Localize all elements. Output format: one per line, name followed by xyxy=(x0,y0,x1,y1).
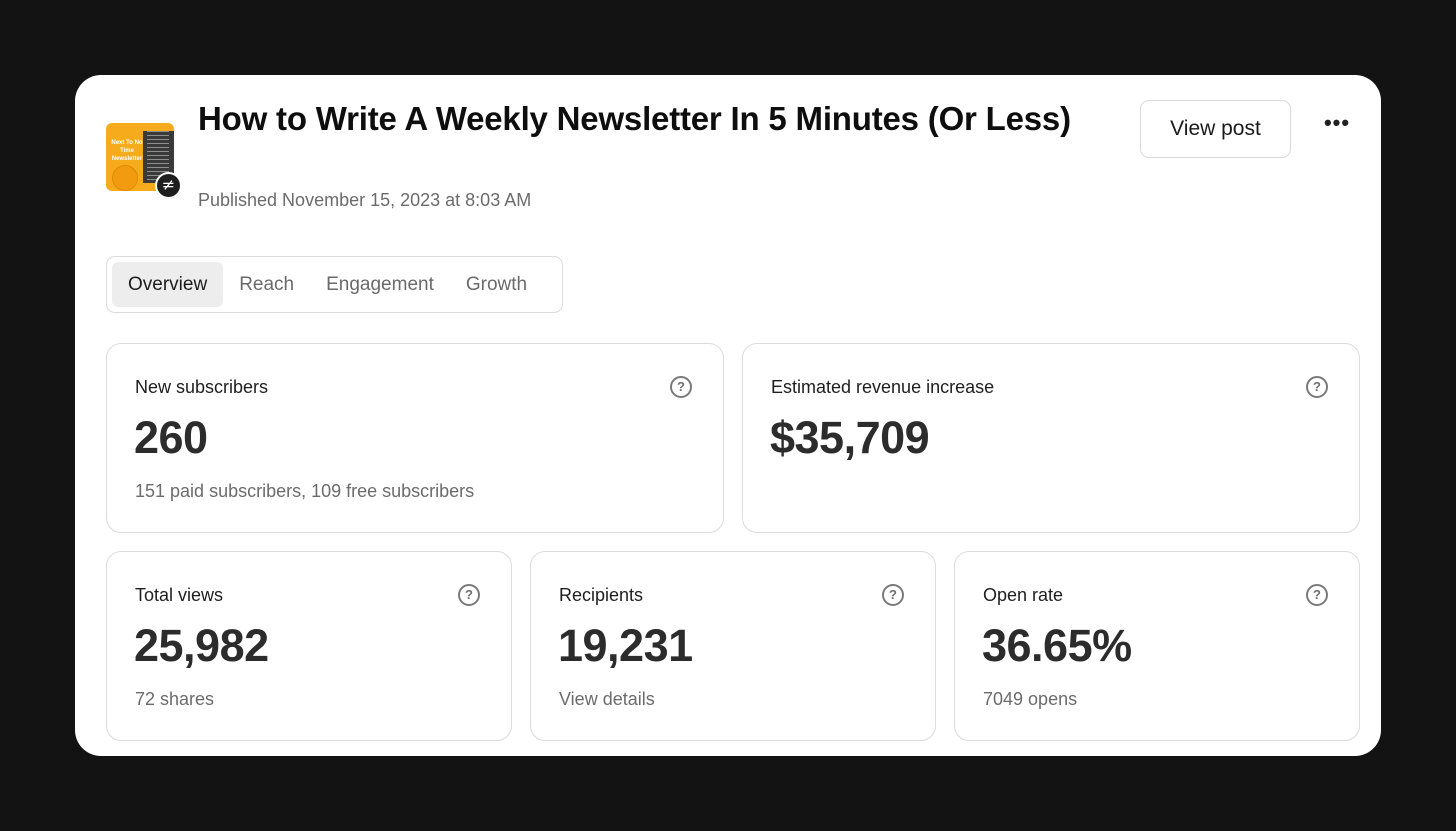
view-post-button[interactable]: View post xyxy=(1140,100,1291,158)
stat-subtext: 151 paid subscribers, 109 free subscribe… xyxy=(135,481,475,501)
help-icon[interactable]: ? xyxy=(458,584,480,606)
stats-tabs: Overview Reach Engagement Growth xyxy=(106,256,563,313)
thumbnail-document-image xyxy=(143,131,174,183)
stat-label: Estimated revenue increase xyxy=(771,377,995,397)
stat-value: 19,231 xyxy=(558,620,693,671)
recipients-card: Recipients ? 19,231 View details xyxy=(530,551,936,741)
stat-value: 25,982 xyxy=(134,620,269,671)
tab-growth[interactable]: Growth xyxy=(465,274,528,295)
view-details-link[interactable]: View details xyxy=(559,689,655,709)
help-icon[interactable]: ? xyxy=(670,376,692,398)
not-equal-icon: ≠ xyxy=(155,172,182,199)
new-subscribers-card: New subscribers ? 260 151 paid subscribe… xyxy=(106,343,724,533)
stat-value: $35,709 xyxy=(770,412,930,463)
help-icon[interactable]: ? xyxy=(882,584,904,606)
stat-subtext: 7049 opens xyxy=(983,689,1078,709)
thumbnail-circle xyxy=(112,165,138,191)
stat-label: New subscribers xyxy=(135,377,269,397)
post-thumbnail: Next To No Time Newsletter ≠ xyxy=(106,123,182,199)
post-title: How to Write A Weekly Newsletter In 5 Mi… xyxy=(198,100,1071,137)
tab-engagement[interactable]: Engagement xyxy=(326,274,434,295)
stat-value: 36.65% xyxy=(982,620,1132,671)
published-date: Published November 15, 2023 at 8:03 AM xyxy=(198,190,532,210)
stat-label: Recipients xyxy=(559,585,644,605)
open-rate-card: Open rate ? 36.65% 7049 opens xyxy=(954,551,1360,741)
revenue-card: Estimated revenue increase ? $35,709 xyxy=(742,343,1360,533)
tab-reach[interactable]: Reach xyxy=(239,274,295,295)
stat-label: Open rate xyxy=(983,585,1064,605)
total-views-card: Total views ? 25,982 72 shares xyxy=(106,551,512,741)
stat-subtext: 72 shares xyxy=(135,689,215,709)
help-icon[interactable]: ? xyxy=(1306,584,1328,606)
help-icon[interactable]: ? xyxy=(1306,376,1328,398)
post-stats-card: Next To No Time Newsletter ≠ How to Writ… xyxy=(75,75,1381,756)
more-options-icon[interactable]: ••• xyxy=(1323,110,1351,135)
tab-overview[interactable]: Overview xyxy=(112,262,224,307)
stat-label: Total views xyxy=(135,585,224,605)
stat-value: 260 xyxy=(134,412,208,463)
thumbnail-title: Next To No Time Newsletter xyxy=(111,140,143,162)
